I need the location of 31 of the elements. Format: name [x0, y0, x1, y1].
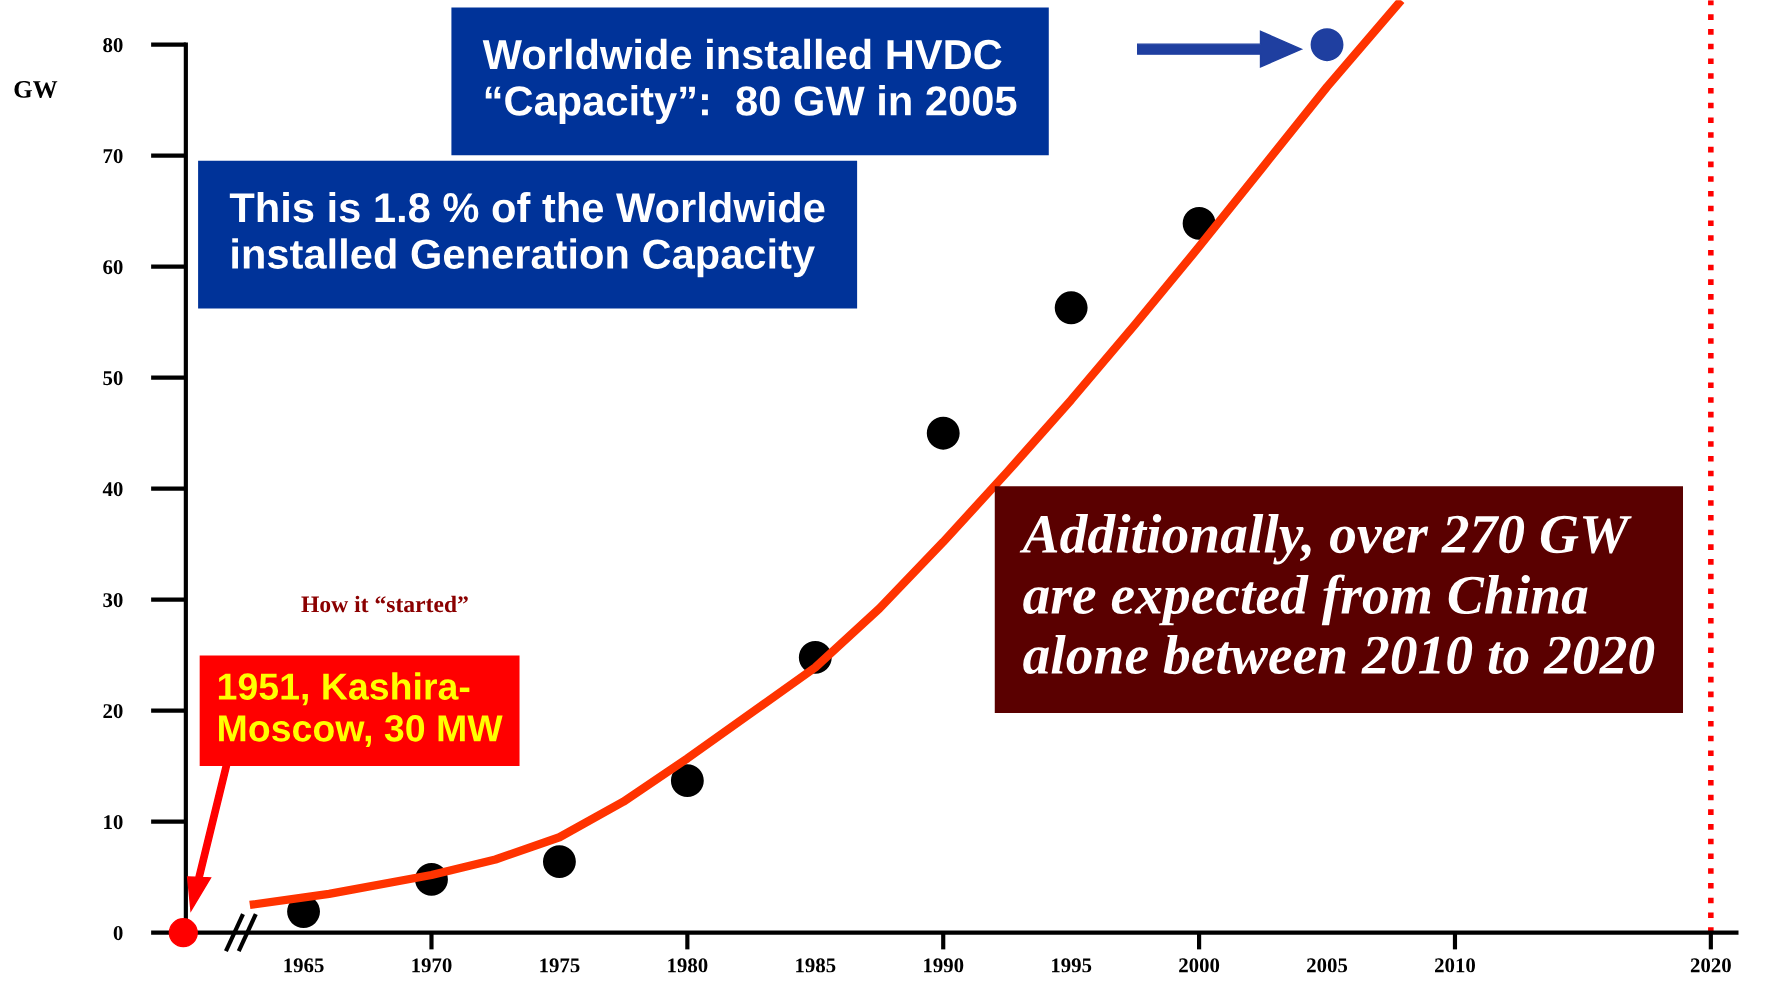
x-tick-label: 2005 [1307, 958, 1348, 973]
annotation: This is 1.8 % of the Worldwide installed Generation Capacity [229, 191, 825, 278]
point [1054, 291, 1088, 325]
point [670, 764, 704, 798]
x-tick-label: 2010 [1435, 958, 1476, 973]
y-tick-label: 40 [102, 482, 123, 497]
point [542, 845, 576, 879]
x-tick-label: 1965 [284, 958, 324, 973]
y-tick-label: 50 [103, 371, 123, 386]
y-tick-label: 30 [103, 593, 123, 608]
x-tick-label: 1975 [540, 958, 580, 973]
y-tick-label: 10 [104, 815, 123, 830]
annotation: How it “started” [301, 595, 468, 613]
y-tick-label: 70 [103, 149, 123, 164]
y-tick-label: 0 [113, 926, 123, 941]
point [1310, 28, 1344, 62]
x-tick-label: 1985 [796, 958, 836, 973]
y-tick-label: 20 [103, 704, 123, 719]
x-tick-label: 1995 [1052, 958, 1092, 973]
x-tick-label: 2020 [1690, 958, 1731, 973]
annotation: Worldwide installed HVDC “Capacity”: 80 GW in 2005 [482, 38, 1017, 124]
y-tick-label: 60 [103, 260, 123, 275]
annotation: Additionally, over 270 GW are expected from China alone between 2010 to 2020 [1019, 514, 1655, 675]
x-tick-label: 1970 [412, 958, 452, 973]
x-tick-label: 2000 [1179, 958, 1220, 973]
y-axis-title: GW [14, 80, 58, 98]
annotation: 1951, Kashira- Moscow, 30 MW [218, 672, 503, 748]
x-tick-label: 1990 [924, 958, 964, 973]
y-tick-label: 80 [103, 38, 123, 53]
x-tick-label: 1980 [668, 958, 708, 973]
point [926, 416, 960, 450]
